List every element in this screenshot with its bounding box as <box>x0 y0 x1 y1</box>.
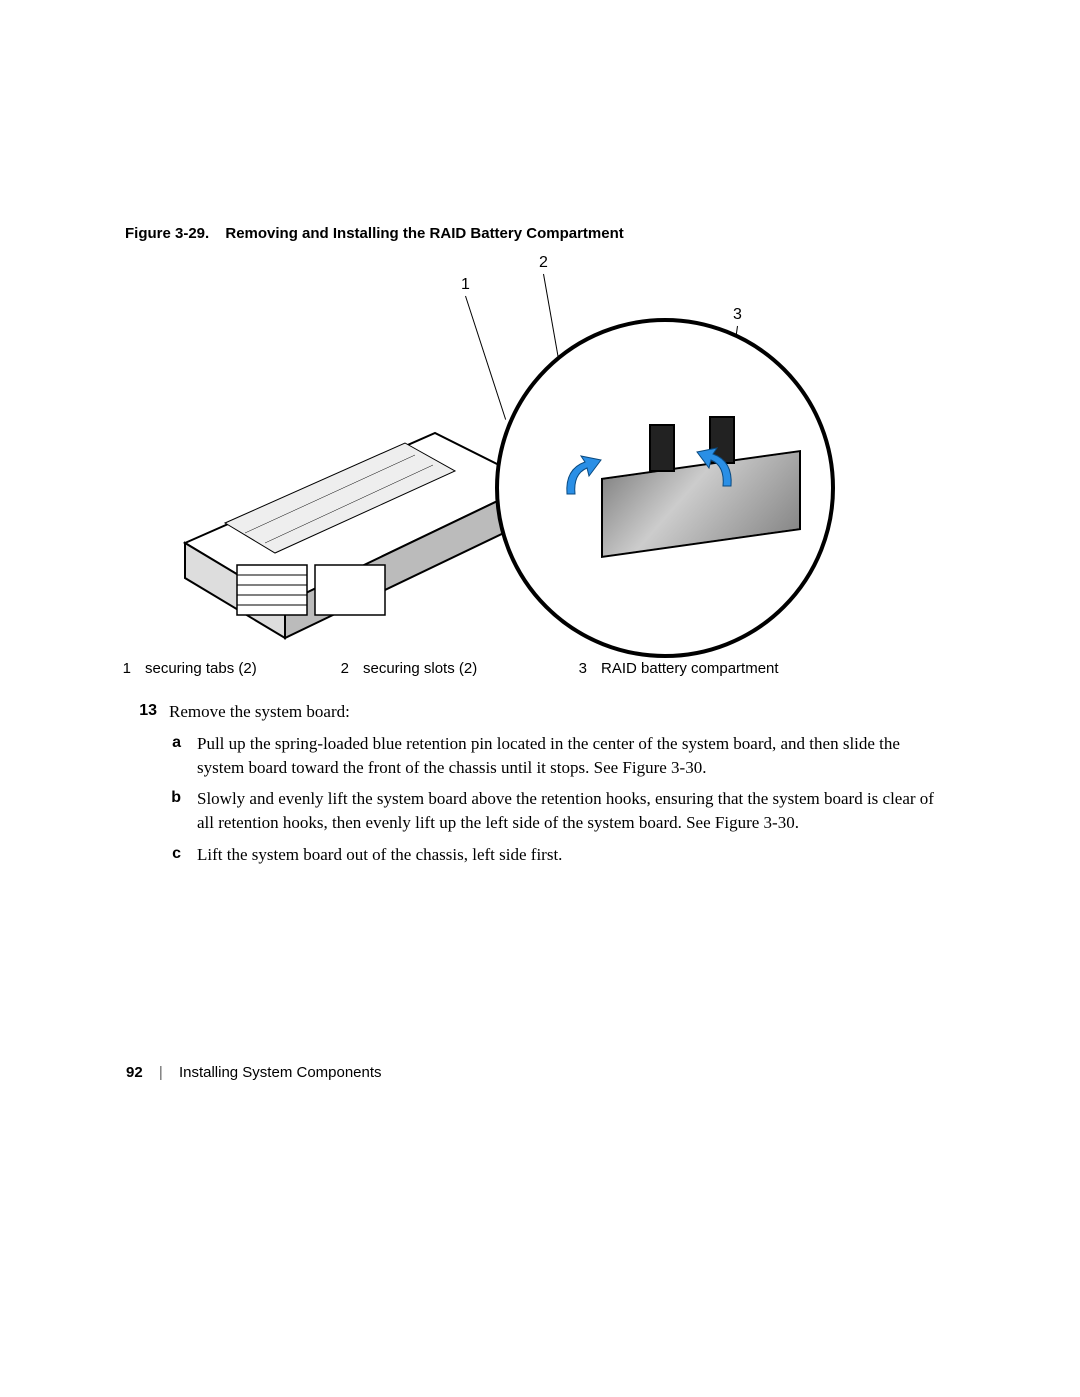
substep-row: a Pull up the spring-loaded blue retenti… <box>125 732 945 780</box>
legend-text: RAID battery compartment <box>601 660 861 677</box>
legend-text: securing tabs (2) <box>145 660 335 677</box>
legend-row: 1 securing tabs (2) 2 securing slots (2)… <box>117 660 927 677</box>
substep-letter: b <box>125 787 197 835</box>
legend-num: 3 <box>573 660 601 677</box>
figure-caption: Figure 3-29. Removing and Installing the… <box>125 225 624 242</box>
substep-row: c Lift the system board out of the chass… <box>125 843 945 867</box>
page-number: 92 <box>126 1064 143 1081</box>
footer-separator: | <box>159 1064 163 1081</box>
page-content: Figure 3-29. Removing and Installing the… <box>125 0 945 1397</box>
figure-label: Figure 3-29. <box>125 225 209 242</box>
detail-inset <box>495 318 835 658</box>
step-row: 13 Remove the system board: <box>125 700 945 724</box>
securing-tab-1 <box>649 424 675 472</box>
chassis-svg <box>175 343 545 643</box>
figure-legend: 1 securing tabs (2) 2 securing slots (2)… <box>117 660 927 677</box>
instruction-step: 13 Remove the system board: a Pull up th… <box>125 700 945 875</box>
figure-title: Removing and Installing the RAID Battery… <box>225 225 623 242</box>
footer-title: Installing System Components <box>179 1064 382 1081</box>
figure-diagram: 1 2 3 <box>145 248 905 653</box>
substep-list: a Pull up the spring-loaded blue retenti… <box>125 732 945 867</box>
legend-num: 2 <box>335 660 363 677</box>
callout-2: 2 <box>539 254 548 272</box>
callout-3: 3 <box>733 306 742 324</box>
substep-letter: a <box>125 732 197 780</box>
substep-letter: c <box>125 843 197 867</box>
step-number: 13 <box>125 700 169 724</box>
chassis-illustration <box>175 343 545 643</box>
substep-text: Lift the system board out of the chassis… <box>197 843 945 867</box>
page-footer: 92 | Installing System Components <box>126 1064 382 1081</box>
arrow-icon <box>557 454 607 504</box>
arrow-icon <box>691 446 741 496</box>
substep-row: b Slowly and evenly lift the system boar… <box>125 787 945 835</box>
callout-1: 1 <box>461 276 470 294</box>
step-text: Remove the system board: <box>169 700 945 724</box>
legend-num: 1 <box>117 660 145 677</box>
legend-text: securing slots (2) <box>363 660 573 677</box>
substep-text: Slowly and evenly lift the system board … <box>197 787 945 835</box>
substep-text: Pull up the spring-loaded blue retention… <box>197 732 945 780</box>
